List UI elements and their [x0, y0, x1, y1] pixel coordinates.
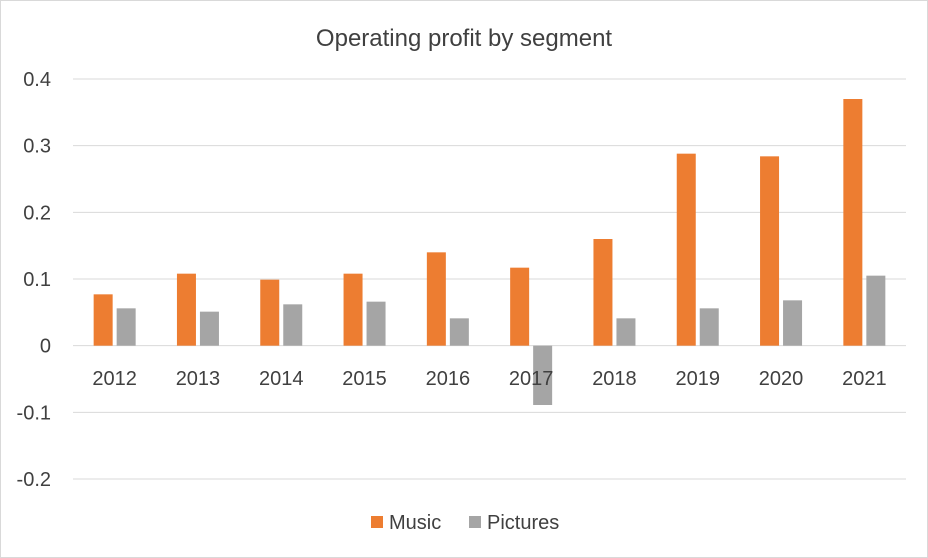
bar-music-2014 [260, 279, 280, 346]
x-tick-label: 2016 [426, 368, 471, 390]
y-tick-label: 0.2 [23, 202, 51, 224]
bar-music-2019 [676, 153, 696, 346]
x-tick-label: 2014 [259, 368, 304, 390]
bar-music-2013 [176, 273, 196, 346]
gridlines [73, 78, 906, 480]
y-tick-label: 0 [40, 336, 51, 358]
bar-pictures-2019 [699, 308, 719, 346]
bar-pictures-2014 [283, 304, 303, 346]
bar-music-2017 [510, 267, 530, 346]
legend-swatch-music [371, 516, 383, 528]
x-tick-label: 2013 [176, 368, 221, 390]
x-axis-ticks: 2012 2013 2014 2015 2016 2017 2018 2019 2020 2021 [92, 368, 886, 390]
x-tick-label: 2019 [676, 368, 721, 390]
x-tick-label: 2020 [759, 368, 804, 390]
x-tick-label: 2021 [842, 368, 887, 390]
y-tick-label: 0.4 [23, 69, 51, 91]
chart-title: Operating profit by segment [316, 25, 612, 52]
bar-pictures-2020 [783, 300, 803, 346]
legend-swatch-pictures [469, 516, 481, 528]
legend: Music Pictures [371, 512, 559, 534]
y-tick-label: -0.1 [17, 402, 51, 424]
bars [93, 99, 886, 405]
x-tick-label: 2012 [92, 368, 137, 390]
bar-pictures-2021 [866, 275, 886, 346]
legend-label-music: Music [389, 512, 441, 534]
bar-pictures-2016 [449, 318, 469, 346]
y-axis-ticks: -0.2 -0.1 0 0.1 0.2 0.3 0.4 [17, 69, 51, 491]
y-tick-label: 0.3 [23, 136, 51, 158]
bar-music-2021 [843, 99, 863, 346]
bar-music-2015 [343, 273, 363, 346]
bar-music-2016 [426, 252, 446, 346]
bar-pictures-2012 [116, 308, 136, 346]
x-tick-label: 2017 [509, 368, 554, 390]
legend-label-pictures: Pictures [487, 512, 559, 534]
x-tick-label: 2015 [342, 368, 387, 390]
bar-music-2012 [93, 294, 113, 346]
bar-pictures-2013 [199, 311, 219, 346]
bar-pictures-2015 [366, 301, 386, 346]
y-tick-label: -0.2 [17, 469, 51, 491]
bar-pictures-2018 [616, 318, 636, 346]
y-tick-label: 0.1 [23, 269, 51, 291]
x-tick-label: 2018 [592, 368, 637, 390]
bar-pictures-2017 [533, 345, 553, 405]
bar-music-2020 [760, 156, 780, 346]
bar-music-2018 [593, 239, 613, 346]
